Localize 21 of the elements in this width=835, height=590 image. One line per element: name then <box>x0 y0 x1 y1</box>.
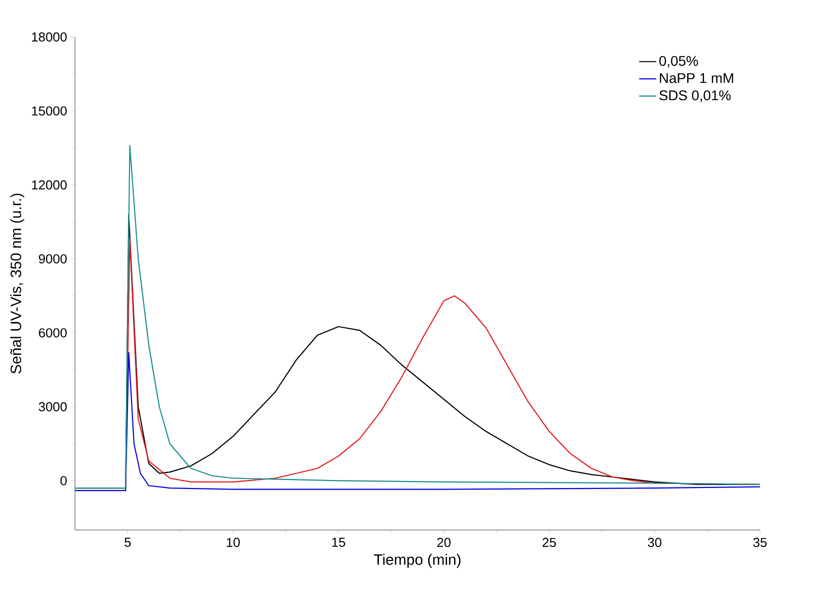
x-tick-label: 35 <box>753 538 767 548</box>
x-tick-label: 25 <box>542 538 556 548</box>
y-tick-label: 12000 <box>32 180 67 190</box>
x-tick-label: 10 <box>226 538 240 548</box>
x-axis-title: Tiempo (min) <box>374 554 460 568</box>
line-series <box>75 352 760 492</box>
legend-label: 0,05% <box>659 56 698 68</box>
x-tick-label: 5 <box>124 538 131 547</box>
y-axis-title: Señal UV-Vis, 350 nm (u.r.) <box>10 194 24 374</box>
x-tick-label: 30 <box>648 538 662 548</box>
y-tick-label: 6000 <box>38 328 67 338</box>
y-tick-label: 18000 <box>32 32 67 42</box>
y-tick-label: 3000 <box>38 402 67 412</box>
y-tick-label: 0 <box>60 476 67 486</box>
x-tick-label: 15 <box>332 538 346 547</box>
y-tick-label: 9000 <box>38 254 67 264</box>
legend-label: SDS 0,01% <box>659 90 731 102</box>
line-series <box>75 144 760 489</box>
y-tick-label: 15000 <box>32 106 67 116</box>
x-tick-label: 20 <box>437 538 451 548</box>
legend-label: NaPP 1 mM <box>660 73 734 84</box>
